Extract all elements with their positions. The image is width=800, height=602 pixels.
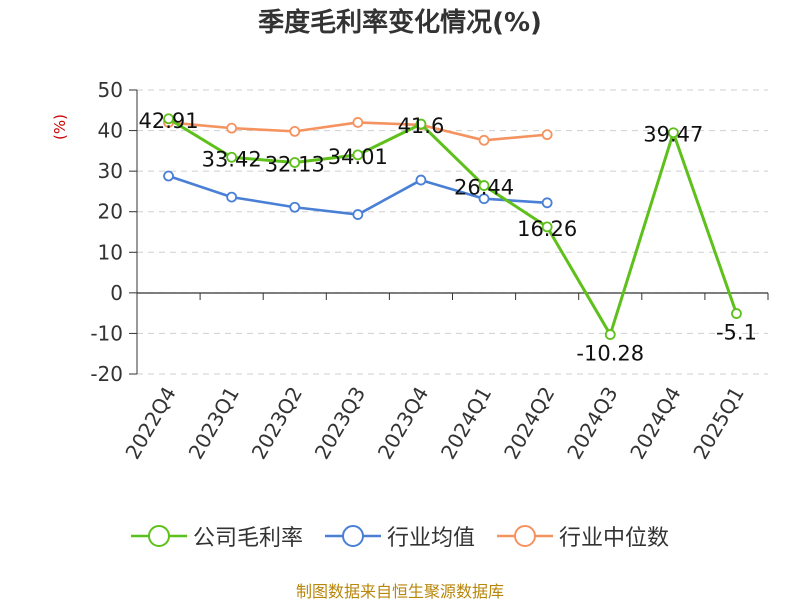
data-label: 26.44 bbox=[454, 176, 514, 200]
data-point bbox=[352, 209, 364, 220]
data-point bbox=[163, 113, 174, 125]
data-point bbox=[289, 201, 301, 213]
data-point bbox=[478, 134, 490, 146]
data-point bbox=[541, 129, 553, 141]
data-point bbox=[667, 127, 679, 139]
y-tick-label: 50 bbox=[98, 78, 123, 102]
y-tick-label: -10 bbox=[90, 321, 123, 345]
data-point bbox=[226, 151, 238, 163]
legend-label: 公司毛利率 bbox=[192, 526, 303, 551]
legend-item: 行业均值 bbox=[324, 520, 475, 552]
y-tick-label: 30 bbox=[98, 159, 123, 183]
y-tick-label: -20 bbox=[90, 362, 123, 386]
legend-label: 行业中位数 bbox=[559, 526, 670, 551]
data-label: -10.28 bbox=[576, 342, 644, 366]
y-tick-label: 20 bbox=[98, 200, 123, 224]
data-point bbox=[541, 221, 553, 233]
series-line bbox=[167, 117, 738, 337]
x-tick-label: 2024Q1 bbox=[436, 383, 496, 464]
x-tick-label: 2023Q4 bbox=[373, 383, 433, 464]
x-tick-label: 2024Q3 bbox=[562, 383, 622, 464]
data-label: 32.13 bbox=[265, 153, 325, 177]
data-point bbox=[731, 308, 742, 319]
y-tick-label: 40 bbox=[98, 119, 123, 143]
data-point bbox=[478, 193, 490, 205]
data-point bbox=[289, 125, 301, 137]
data-point bbox=[352, 149, 364, 161]
legend-item: 行业中位数 bbox=[497, 520, 669, 552]
data-point bbox=[163, 170, 174, 182]
chart-legend: 公司毛利率 行业均值 行业中位数 bbox=[0, 520, 800, 552]
legend-marker-icon bbox=[130, 525, 187, 547]
y-tick-label: 0 bbox=[110, 281, 123, 305]
data-label: 34.01 bbox=[328, 145, 388, 169]
data-label: 16.26 bbox=[517, 217, 577, 241]
legend-label: 行业均值 bbox=[386, 526, 475, 551]
data-label: 39.47 bbox=[643, 123, 703, 147]
legend-marker-icon bbox=[497, 525, 553, 547]
data-label: -5.1 bbox=[716, 321, 757, 345]
x-tick-label: 2023Q2 bbox=[247, 383, 307, 464]
x-tick-label: 2025Q1 bbox=[688, 383, 748, 464]
data-point bbox=[415, 118, 427, 130]
data-label: 41.6 bbox=[398, 114, 445, 138]
data-point bbox=[604, 329, 616, 340]
legend-marker-icon bbox=[324, 525, 381, 547]
data-source-note: 制图数据来自恒生聚源数据库 bbox=[295, 582, 504, 601]
data-point bbox=[541, 197, 553, 209]
x-tick-label: 2023Q1 bbox=[184, 383, 244, 464]
x-tick-label: 2024Q2 bbox=[499, 383, 559, 464]
legend-item: 公司毛利率 bbox=[130, 520, 303, 552]
x-tick-label: 2022Q4 bbox=[120, 383, 180, 464]
data-point bbox=[226, 122, 238, 134]
x-tick-label: 2023Q3 bbox=[310, 383, 370, 464]
data-point bbox=[478, 180, 490, 191]
data-point bbox=[226, 191, 238, 203]
data-label: 33.42 bbox=[202, 147, 262, 171]
data-point bbox=[415, 174, 427, 186]
x-tick-label: 2024Q4 bbox=[625, 383, 685, 464]
data-label: 42.91 bbox=[138, 109, 198, 133]
data-point bbox=[352, 117, 364, 128]
chart-title: 季度毛利率变化情况(%) bbox=[258, 8, 542, 38]
data-point bbox=[289, 157, 301, 168]
y-tick-label: 10 bbox=[98, 240, 123, 264]
